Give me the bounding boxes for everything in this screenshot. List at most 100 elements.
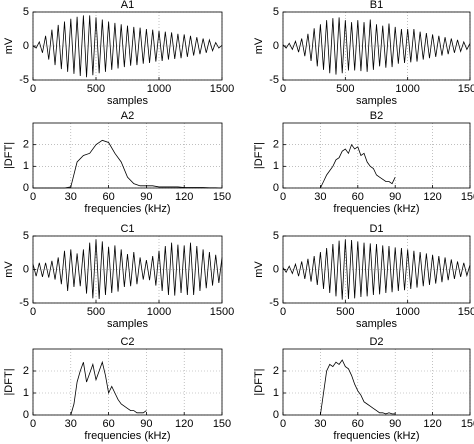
x-axis-label: frequencies (kHz) — [333, 203, 419, 215]
y-tick-label: 1 — [273, 387, 279, 399]
x-tick-label: 1500 — [210, 306, 234, 318]
y-tick-label: 5 — [273, 6, 279, 18]
x-tick-label: 120 — [423, 418, 441, 430]
axes-frame — [32, 11, 223, 81]
x-tick-label: 60 — [102, 418, 114, 430]
y-tick-label: 2 — [23, 365, 29, 377]
x-tick-label: 150 — [213, 418, 231, 430]
panel-title: D1 — [369, 223, 383, 235]
x-tick-label: 120 — [423, 191, 441, 203]
axes-frame — [32, 348, 223, 416]
x-axis-label: samples — [107, 318, 148, 330]
x-tick-label: 120 — [175, 191, 193, 203]
plot-area — [33, 349, 222, 415]
y-axis-label: |DFT| — [3, 142, 15, 169]
x-tick-label: 90 — [140, 191, 152, 203]
x-axis-label: frequencies (kHz) — [84, 430, 170, 442]
signal-line — [282, 17, 471, 75]
x-axis-label: samples — [356, 318, 397, 330]
signal-line — [320, 359, 396, 416]
signal-line — [70, 360, 147, 416]
x-tick-label: 30 — [314, 191, 326, 203]
y-tick-label: 2 — [273, 139, 279, 151]
x-tick-label: 60 — [102, 191, 114, 203]
x-tick-label: 0 — [280, 418, 286, 430]
x-tick-label: 0 — [30, 306, 36, 318]
x-axis-label: samples — [356, 95, 397, 107]
y-tick-label: -5 — [269, 74, 279, 86]
y-tick-label: 5 — [273, 230, 279, 242]
axes-frame — [282, 235, 471, 304]
y-axis-label: mV — [253, 37, 265, 54]
x-tick-label: 30 — [314, 418, 326, 430]
x-tick-label: 150 — [461, 191, 474, 203]
axes-frame — [32, 122, 223, 189]
axes-frame — [282, 122, 471, 189]
panel-title: B1 — [370, 0, 383, 11]
x-axis-label: samples — [107, 95, 148, 107]
x-tick-label: 0 — [280, 83, 286, 95]
y-tick-label: -5 — [19, 297, 29, 309]
y-tick-label: 1 — [23, 160, 29, 172]
plot-area — [33, 12, 222, 80]
plot-area — [283, 349, 470, 415]
x-tick-label: 60 — [352, 191, 364, 203]
y-tick-label: 0 — [273, 40, 279, 52]
x-tick-label: 1500 — [458, 83, 474, 95]
x-tick-label: 1000 — [147, 306, 171, 318]
x-tick-label: 500 — [336, 83, 354, 95]
x-tick-label: 500 — [87, 306, 105, 318]
y-axis-label: mV — [3, 261, 15, 278]
plot-area — [283, 123, 470, 188]
y-tick-label: 2 — [23, 139, 29, 151]
x-tick-label: 90 — [389, 418, 401, 430]
y-tick-label: 0 — [23, 40, 29, 52]
x-tick-label: 30 — [65, 191, 77, 203]
y-tick-label: -5 — [269, 297, 279, 309]
y-tick-label: 5 — [23, 6, 29, 18]
x-tick-label: 1500 — [458, 306, 474, 318]
x-tick-label: 150 — [213, 191, 231, 203]
panel-title: A1 — [121, 0, 134, 11]
x-tick-label: 0 — [280, 306, 286, 318]
x-tick-label: 0 — [30, 191, 36, 203]
axes-frame — [32, 235, 223, 304]
x-tick-label: 30 — [65, 418, 77, 430]
panel-title: C1 — [120, 223, 134, 235]
panel-title: C2 — [120, 336, 134, 348]
axes-frame — [282, 11, 471, 81]
x-tick-label: 120 — [175, 418, 193, 430]
x-tick-label: 0 — [30, 83, 36, 95]
signal-line — [282, 239, 471, 300]
panel-title: B2 — [370, 110, 383, 122]
y-tick-label: 0 — [273, 409, 279, 421]
y-tick-label: 2 — [273, 365, 279, 377]
y-tick-label: -5 — [19, 74, 29, 86]
x-tick-label: 0 — [280, 191, 286, 203]
x-tick-label: 500 — [87, 83, 105, 95]
y-axis-label: |DFT| — [3, 368, 15, 395]
y-tick-label: 0 — [273, 263, 279, 275]
y-tick-label: 0 — [23, 409, 29, 421]
panel-title: A2 — [121, 110, 134, 122]
y-tick-label: 0 — [23, 263, 29, 275]
y-axis-label: |DFT| — [253, 368, 265, 395]
y-axis-label: mV — [253, 261, 265, 278]
signal-line — [32, 15, 223, 78]
x-tick-label: 90 — [140, 418, 152, 430]
x-tick-label: 1000 — [395, 306, 419, 318]
x-tick-label: 150 — [461, 418, 474, 430]
y-axis-label: mV — [3, 37, 15, 54]
y-tick-label: 5 — [23, 230, 29, 242]
x-tick-label: 1000 — [147, 83, 171, 95]
x-axis-label: frequencies (kHz) — [333, 430, 419, 442]
axes-frame — [282, 348, 471, 416]
x-tick-label: 0 — [30, 418, 36, 430]
y-tick-label: 0 — [273, 182, 279, 194]
x-tick-label: 1500 — [210, 83, 234, 95]
x-tick-label: 500 — [336, 306, 354, 318]
plot-area — [33, 123, 222, 188]
panel-title: D2 — [369, 336, 383, 348]
y-tick-label: 1 — [273, 160, 279, 172]
